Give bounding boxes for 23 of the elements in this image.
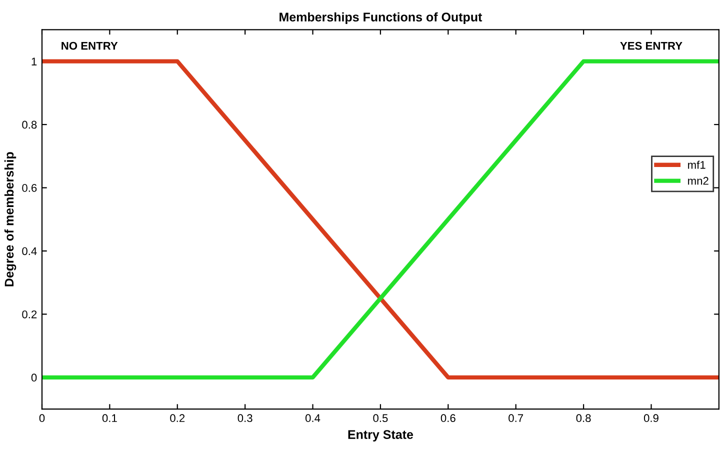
annotation: YES ENTRY (620, 42, 682, 50)
y-tick-label: 0 (31, 374, 37, 382)
x-tick-label: 0 (39, 414, 45, 422)
y-tick-label: 0.6 (22, 184, 37, 192)
y-tick-label: 0.4 (22, 247, 37, 256)
y-tick-label: 1 (32, 58, 37, 66)
x-tick-label: 0.8 (576, 414, 591, 422)
x-tick-label: 0.1 (102, 414, 117, 422)
x-tick-label: 0.7 (508, 414, 524, 422)
y-tick-label: 0.8 (22, 120, 37, 129)
x-tick-label: 0.2 (170, 414, 185, 422)
legend-label: mn2 (688, 176, 708, 185)
x-tick-label: 0.9 (644, 414, 658, 422)
x-tick-label: 0.3 (238, 414, 252, 422)
y-axis-title: Degree of membership (4, 152, 16, 286)
x-tick-label: 0.6 (440, 414, 456, 422)
y-tick-label: 0.2 (22, 310, 37, 318)
annotation: NO ENTRY (62, 42, 118, 50)
x-axis-title: Entry State (348, 430, 414, 442)
x-tick-label: 0.5 (373, 414, 388, 422)
x-tick-label: 0.4 (305, 414, 320, 422)
chart-title: Memberships Functions of Output (280, 12, 482, 24)
legend-label: mf1 (688, 160, 706, 169)
